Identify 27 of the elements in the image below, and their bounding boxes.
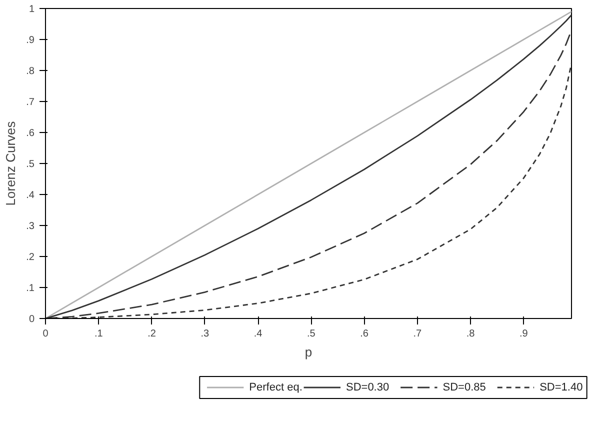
- y-tick-label: .3: [26, 221, 35, 232]
- y-tick-label: .4: [26, 190, 35, 201]
- y-tick-label: .1: [26, 283, 35, 294]
- x-tick-label: .9: [520, 328, 528, 340]
- y-tick-label: 1: [28, 4, 35, 15]
- x-tick-label: .1: [94, 328, 104, 340]
- x-tick-label: 0: [42, 328, 49, 340]
- x-tick-label: .2: [148, 328, 156, 340]
- y-axis-title: Lorenz Curves: [3, 120, 18, 206]
- x-tick-label: .6: [360, 328, 369, 340]
- legend-label: SD=0.30: [346, 382, 390, 394]
- y-tick-label: .7: [26, 97, 35, 108]
- x-axis-title: p: [304, 344, 312, 360]
- x-tick-label: .4: [254, 328, 263, 340]
- x-tick-label: .7: [413, 328, 422, 340]
- y-tick-label: .9: [26, 35, 35, 46]
- legend-label: Perfect eq.: [249, 382, 302, 394]
- y-tick-label: .5: [26, 159, 35, 170]
- legend-label: SD=0.85: [442, 382, 486, 394]
- x-tick-label: .3: [200, 328, 210, 340]
- y-tick-label: .6: [26, 128, 35, 139]
- y-tick-label: .8: [26, 66, 35, 77]
- x-tick-label: .5: [306, 328, 316, 340]
- x-tick-label: .8: [466, 328, 476, 340]
- legend-label: SD=1.40: [540, 382, 583, 394]
- y-tick-label: 0: [28, 314, 35, 325]
- y-tick-label: .2: [26, 252, 35, 263]
